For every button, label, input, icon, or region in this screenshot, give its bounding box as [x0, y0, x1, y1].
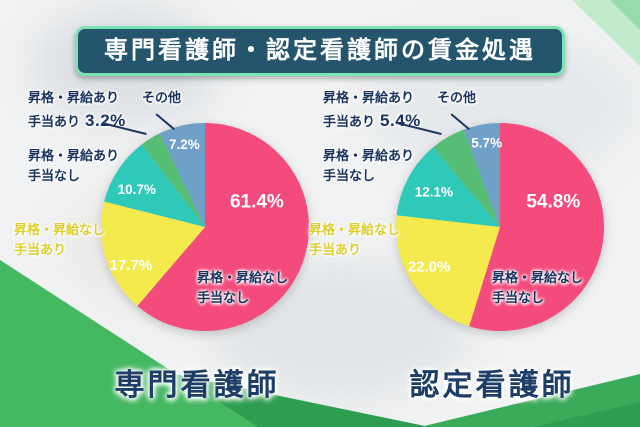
- pie-chart-specialist: 61.4% 17.7% 10.7% 7.2%: [100, 123, 309, 331]
- label-line: 手当なし: [28, 167, 81, 183]
- pie-slice: [433, 129, 500, 227]
- pie-slice: [396, 147, 500, 227]
- pie-percent-label: 54.8%: [526, 192, 580, 213]
- label-line: 手当あり: [28, 113, 81, 129]
- label-promo-no-allowance: 昇格・昇給あり 手当なし: [323, 146, 414, 185]
- label-line: 手当あり: [309, 241, 362, 257]
- label-line: 手当あり: [323, 113, 376, 129]
- pie-slice: [159, 123, 205, 227]
- pie-percent-label: 7.2%: [169, 137, 200, 152]
- label-line: 手当あり: [14, 241, 67, 257]
- label-promo-no-allowance: 昇格・昇給あり 手当なし: [28, 146, 119, 185]
- pie-percent-label: 12.1%: [415, 185, 453, 200]
- label-line: 昇格・昇給あり: [28, 90, 120, 105]
- label-line: 手当なし: [492, 289, 545, 305]
- label-no-promo-allowance: 昇格・昇給なし 手当あり: [309, 220, 400, 259]
- page-title: 専門看護師・認定看護師の賃金処遇: [104, 37, 536, 64]
- chart-certified-nurse: 54.8% 22.0% 12.1% 5.7% 昇格・昇給あり 手当あり 5.4% その…: [295, 80, 615, 420]
- pie-slice: [137, 123, 309, 331]
- label-line: 昇格・昇給なし: [492, 270, 584, 285]
- label-line: 昇格・昇給なし: [14, 222, 106, 237]
- label-line: 昇格・昇給あり: [323, 148, 415, 163]
- pie-slice: [463, 123, 500, 227]
- pie-percent-label: 61.4%: [230, 191, 284, 212]
- label-percent: 5.4%: [380, 110, 421, 130]
- pie-percent-label: 5.7%: [471, 136, 502, 151]
- pie-percent-label: 17.7%: [110, 257, 153, 274]
- pie-slice: [100, 201, 205, 306]
- chart-title-certified: 認定看護師: [409, 369, 575, 402]
- label-no-promo-allowance: 昇格・昇給なし 手当あり: [14, 220, 105, 259]
- pie-slice: [469, 123, 604, 331]
- label-line: 昇格・昇給あり: [323, 90, 415, 105]
- pie-slice: [104, 144, 205, 227]
- label-no-promo-no-allowance: 昇格・昇給なし 手当なし: [492, 268, 583, 307]
- label-line: 手当なし: [197, 289, 250, 305]
- label-line: 昇格・昇給あり: [28, 148, 120, 163]
- chart-title-specialist: 専門看護師: [114, 369, 280, 402]
- label-percent: 3.2%: [85, 110, 126, 130]
- chart-certified-nurse-specialist: 61.4% 17.7% 10.7% 7.2% 昇格・昇給あり 手当あり 3.2% その…: [0, 80, 320, 420]
- label-line: 手当なし: [323, 167, 376, 183]
- label-other: その他: [142, 90, 182, 105]
- pie-slice: [395, 215, 500, 327]
- label-other: その他: [437, 90, 477, 105]
- pie-slice: [141, 133, 205, 227]
- title-banner: 専門看護師・認定看護師の賃金処遇: [75, 26, 565, 76]
- label-line: 昇格・昇給なし: [197, 270, 289, 285]
- pie-percent-label: 10.7%: [118, 182, 156, 197]
- label-promo-allowance: 昇格・昇給あり 手当あり 3.2%: [28, 88, 126, 133]
- label-no-promo-no-allowance: 昇格・昇給なし 手当なし: [197, 268, 288, 307]
- label-line: 昇格・昇給なし: [309, 222, 401, 237]
- pie-chart-certified: 54.8% 22.0% 12.1% 5.7%: [395, 123, 604, 331]
- pie-percent-label: 22.0%: [408, 259, 451, 276]
